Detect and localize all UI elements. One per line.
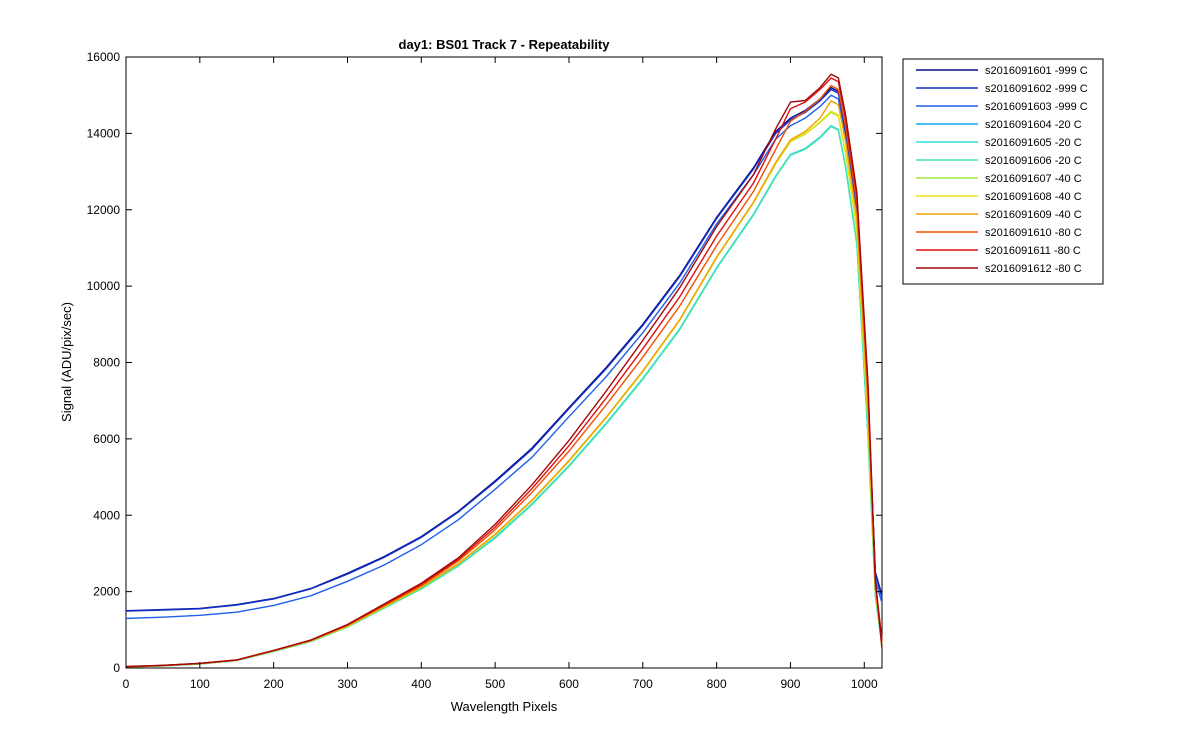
plot-frame: [125, 56, 883, 669]
y-ticks: 0 2000 4000 6000 8000 10000 12000 14000 16000: [87, 50, 882, 675]
x-tick-label: 100: [190, 677, 210, 691]
series-layer: [125, 73, 883, 668]
y-axis-label: Signal (ADU/pix/sec): [59, 302, 74, 422]
x-tick-label: 200: [264, 677, 284, 691]
x-tick-label: 400: [411, 677, 431, 691]
series-line-12: [125, 73, 883, 668]
legend-box: [902, 58, 1104, 285]
legend-entry: s2016091604 -20 C: [985, 119, 1082, 131]
legend-entry: s2016091607 -40 C: [985, 173, 1082, 185]
x-tick-label: 700: [633, 677, 653, 691]
y-tick-label: 16000: [87, 50, 121, 64]
x-ticks: 0 100 200 300 400 500 600 700 800 900 1000: [123, 57, 878, 691]
series-line-3: [125, 94, 883, 620]
y-tick-label: 10000: [87, 279, 121, 293]
y-tick-label: 14000: [87, 126, 121, 140]
y-tick-label: 8000: [93, 356, 120, 370]
y-tick-label: 0: [113, 661, 120, 675]
series-line-2: [125, 88, 883, 612]
y-tick-label: 4000: [93, 508, 120, 522]
y-tick-label: 6000: [93, 432, 120, 446]
legend-entry: s2016091609 -40 C: [985, 209, 1082, 221]
legend-entry: s2016091605 -20 C: [985, 137, 1082, 149]
x-tick-label: 1000: [851, 677, 878, 691]
chart-title: day1: BS01 Track 7 - Repeatability: [399, 37, 611, 52]
x-tick-label: 600: [559, 677, 579, 691]
y-tick-label: 2000: [93, 585, 120, 599]
x-tick-label: 900: [780, 677, 800, 691]
legend-entry: s2016091603 -999 C: [985, 101, 1088, 113]
y-tick-label: 12000: [87, 203, 121, 217]
x-tick-label: 300: [337, 677, 357, 691]
legend: s2016091601 -999 C s2016091602 -999 C s201…: [902, 58, 1104, 285]
legend-entry: s2016091608 -40 C: [985, 191, 1082, 203]
x-axis-label: Wavelength Pixels: [451, 699, 558, 714]
legend-entry: s2016091601 -999 C: [985, 65, 1088, 77]
legend-entry: s2016091602 -999 C: [985, 83, 1088, 95]
x-tick-label: 0: [123, 677, 130, 691]
legend-entry: s2016091606 -20 C: [985, 155, 1082, 167]
legend-entry: s2016091612 -80 C: [985, 263, 1082, 275]
legend-entry: s2016091611 -80 C: [985, 245, 1081, 257]
plot-area: 0 100 200 300 400 500 600 700 800 900 1000 0 2000 40…: [87, 50, 883, 691]
x-tick-label: 500: [485, 677, 505, 691]
legend-entry: s2016091610 -80 C: [985, 227, 1082, 239]
x-tick-label: 800: [707, 677, 727, 691]
